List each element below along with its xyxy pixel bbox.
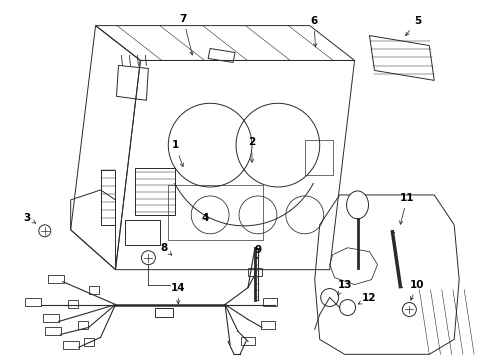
Text: 13: 13 (337, 280, 351, 295)
Text: 3: 3 (23, 213, 36, 223)
Bar (155, 307, 173, 318)
Bar (78, 321, 87, 329)
Bar (88, 285, 99, 293)
Text: 11: 11 (399, 193, 414, 224)
Text: 7: 7 (179, 14, 193, 55)
Bar (168, 185, 263, 240)
Bar (83, 338, 93, 346)
Bar (304, 140, 332, 175)
Text: 5: 5 (405, 15, 420, 36)
Bar (67, 300, 78, 307)
Bar (42, 315, 59, 323)
Text: 1: 1 (171, 140, 183, 167)
Bar (48, 275, 63, 283)
Text: 2: 2 (248, 137, 255, 162)
Text: 6: 6 (309, 15, 317, 47)
Bar (241, 337, 254, 345)
Text: 12: 12 (358, 293, 376, 304)
Ellipse shape (346, 191, 368, 219)
Text: 14: 14 (171, 283, 185, 304)
Bar (263, 298, 276, 306)
Bar (247, 268, 262, 276)
Text: 4: 4 (201, 213, 208, 223)
Bar (45, 328, 61, 336)
Text: 10: 10 (409, 280, 424, 300)
Text: 9: 9 (254, 245, 261, 259)
Bar (25, 298, 41, 306)
Text: 8: 8 (161, 243, 171, 255)
Bar (261, 321, 274, 329)
Bar (62, 341, 79, 349)
